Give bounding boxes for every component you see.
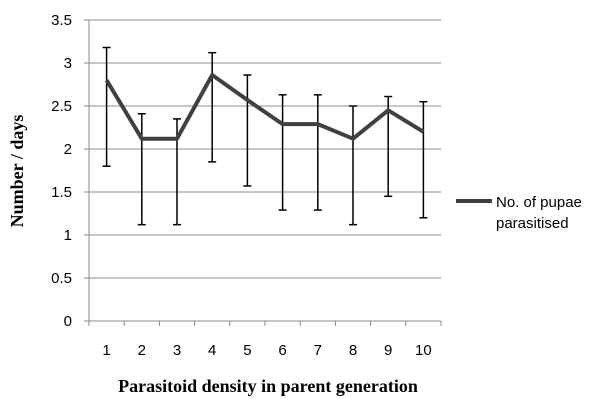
x-tick-label: 2	[138, 342, 146, 359]
y-tick-label: 2.5	[51, 98, 72, 115]
y-tick-label: 2	[64, 141, 72, 158]
y-tick-label: 1	[64, 227, 72, 244]
series-line	[104, 73, 425, 141]
x-axis-title: Parasitoid density in parent generation	[118, 376, 418, 396]
y-tick-label: 0.5	[51, 270, 72, 287]
gridlines	[89, 19, 441, 279]
x-tick-label: 8	[349, 342, 357, 359]
x-tick-label: 9	[384, 342, 392, 359]
legend-label-line-1: No. of pupae	[496, 194, 582, 211]
y-axis-title: Number / days	[7, 115, 27, 228]
y-tick-labels: 0 0.5 1 1.5 2 2.5 3 3.5	[51, 12, 89, 330]
legend-label-line-2: parasitised	[496, 215, 569, 232]
y-tick-label: 3.5	[51, 12, 72, 29]
x-tick-label: 6	[278, 342, 286, 359]
y-tick-label: 1.5	[51, 184, 72, 201]
y-tick-label: 0	[64, 313, 72, 330]
x-tick-label: 5	[243, 342, 251, 359]
data-series	[104, 73, 425, 141]
y-tick-label: 3	[64, 55, 72, 72]
x-tick-label: 4	[208, 342, 216, 359]
error-bars	[102, 46, 428, 226]
x-tick-label: 1	[102, 342, 110, 359]
x-tick-label: 3	[173, 342, 181, 359]
x-tick-labels: 1 2 3 4 5 6 7 8 9 10	[88, 321, 442, 359]
x-tick-label: 10	[415, 342, 432, 359]
legend: No. of pupae parasitised	[456, 194, 582, 232]
x-tick-label: 7	[314, 342, 322, 359]
